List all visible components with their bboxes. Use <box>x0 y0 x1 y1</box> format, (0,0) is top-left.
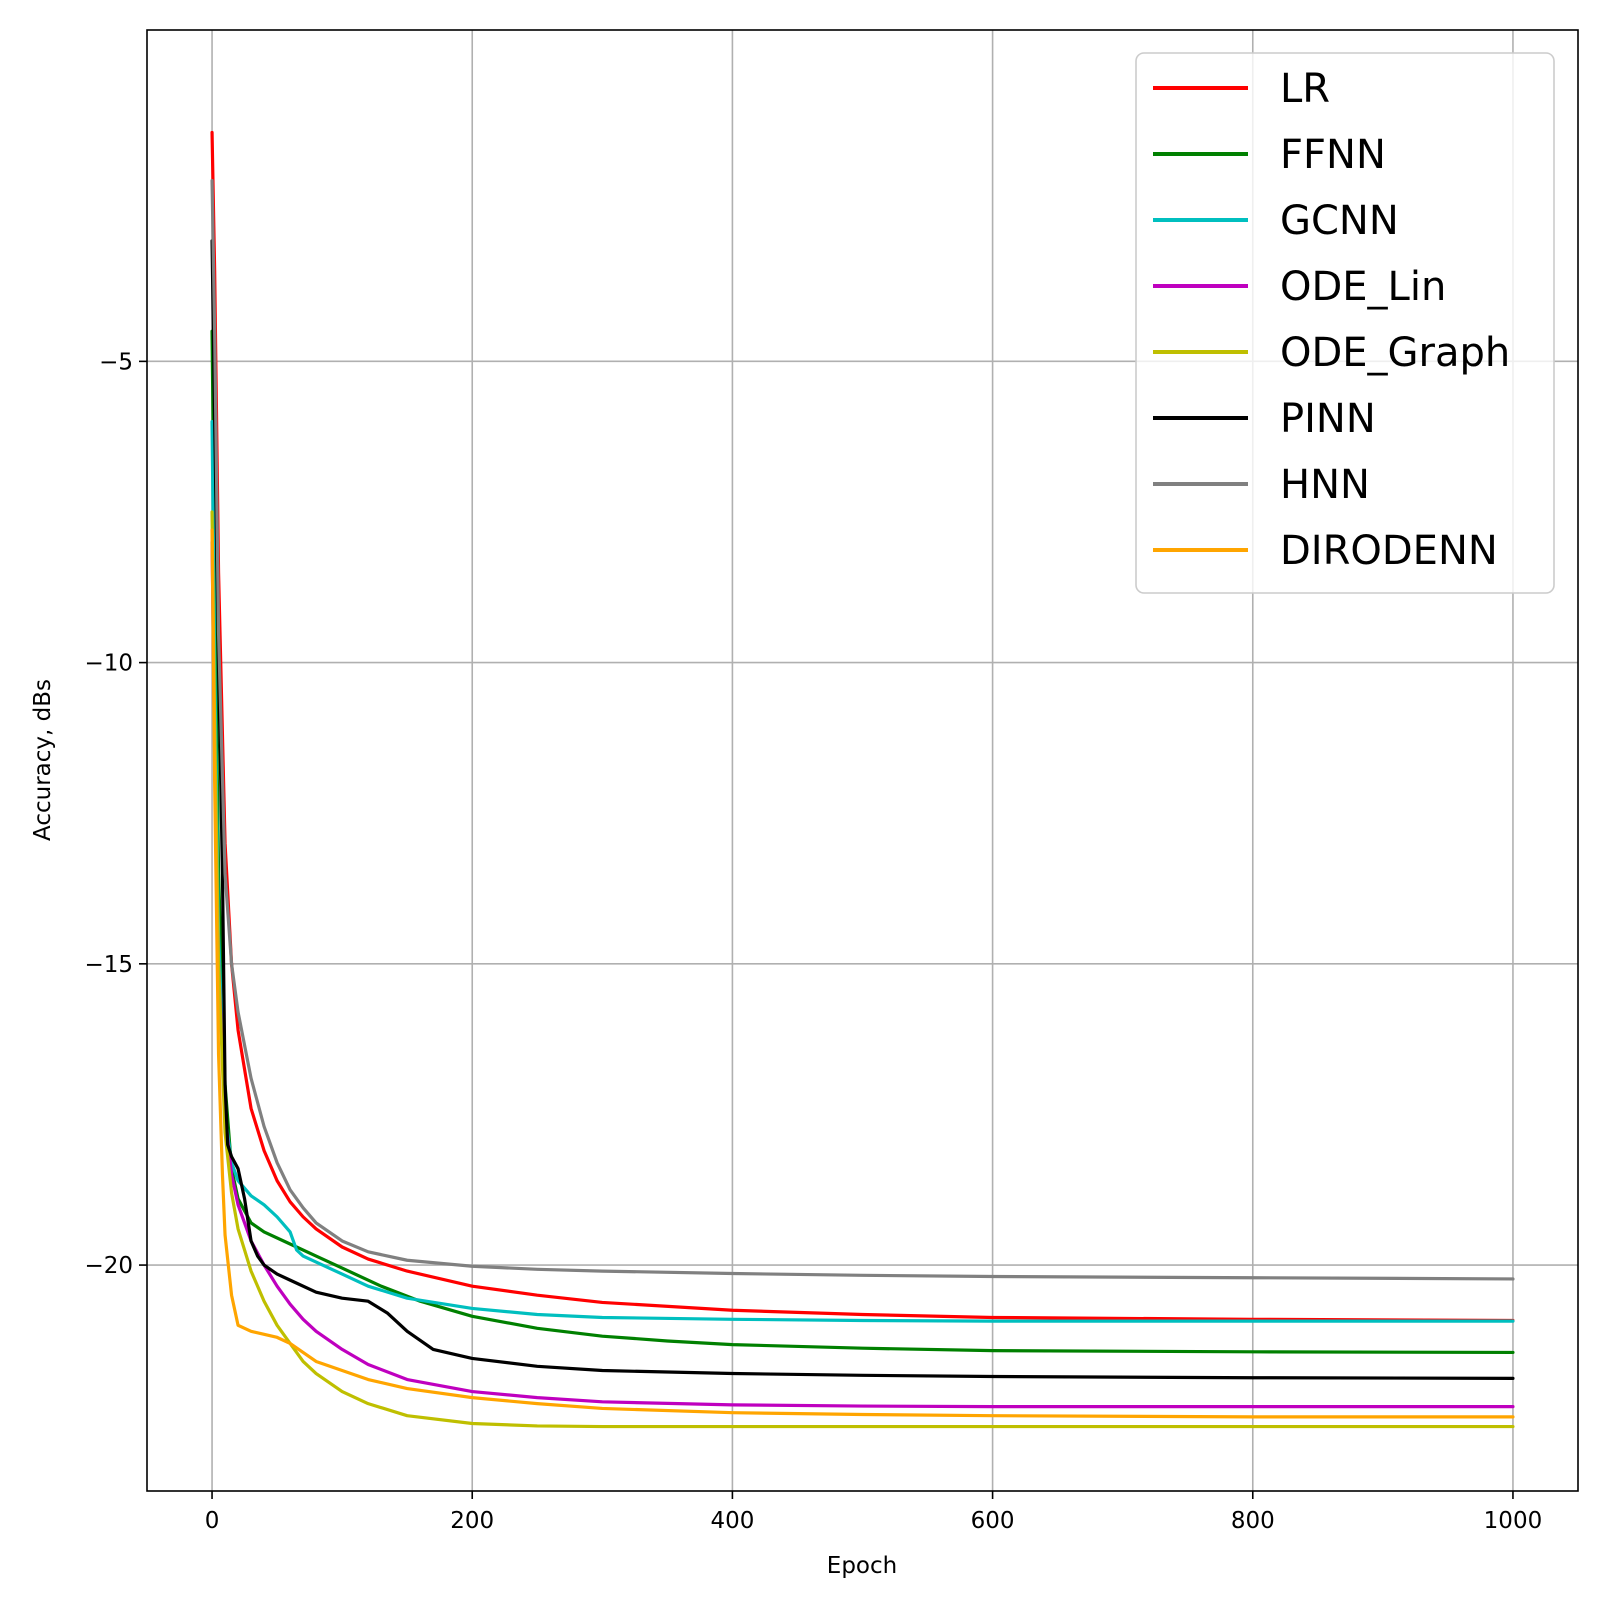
legend-label-hnn: HNN <box>1280 462 1370 508</box>
x-tick-label: 1000 <box>1484 1508 1543 1534</box>
plot-frame <box>146 29 1579 1492</box>
series-line-pinn <box>210 239 1515 1380</box>
legend-box <box>1135 52 1555 594</box>
series-line-ode-graph <box>210 510 1515 1429</box>
x-tick-label: 200 <box>450 1508 494 1534</box>
series-line-hnn <box>210 179 1515 1281</box>
axis-ticks: 0 200 400 600 800 1000 −5 −10 −15 −20 <box>84 349 1542 1534</box>
x-tick-label: 800 <box>1231 1508 1275 1534</box>
y-tick-label: −15 <box>84 952 133 978</box>
x-tick-label: 0 <box>205 1508 220 1534</box>
legend-label-ffnn: FFNN <box>1280 132 1386 178</box>
y-tick-label: −20 <box>84 1253 133 1279</box>
legend-label-dirodenn: DIRODENN <box>1280 528 1498 574</box>
legend-label-ode-lin: ODE_Lin <box>1280 264 1446 310</box>
series-line-dirodenn <box>210 528 1515 1419</box>
legend-label-gcnn: GCNN <box>1280 198 1399 244</box>
x-tick-label: 400 <box>710 1508 754 1534</box>
y-tick-label: −10 <box>84 651 133 677</box>
y-axis-label: Accuracy, dBs <box>30 679 56 841</box>
legend-label-lr: LR <box>1280 66 1330 112</box>
legend-label-pinn: PINN <box>1280 396 1376 442</box>
y-tick-label: −5 <box>99 349 133 375</box>
x-axis-label: Epoch <box>827 1553 897 1579</box>
series-lines <box>210 130 1515 1429</box>
legend: LR FFNN GCNN ODE_Lin ODE_Graph PINN HNN DIRODEN… <box>1135 52 1555 594</box>
legend-label-ode-graph: ODE_Graph <box>1280 330 1510 376</box>
x-tick-label: 600 <box>971 1508 1015 1534</box>
